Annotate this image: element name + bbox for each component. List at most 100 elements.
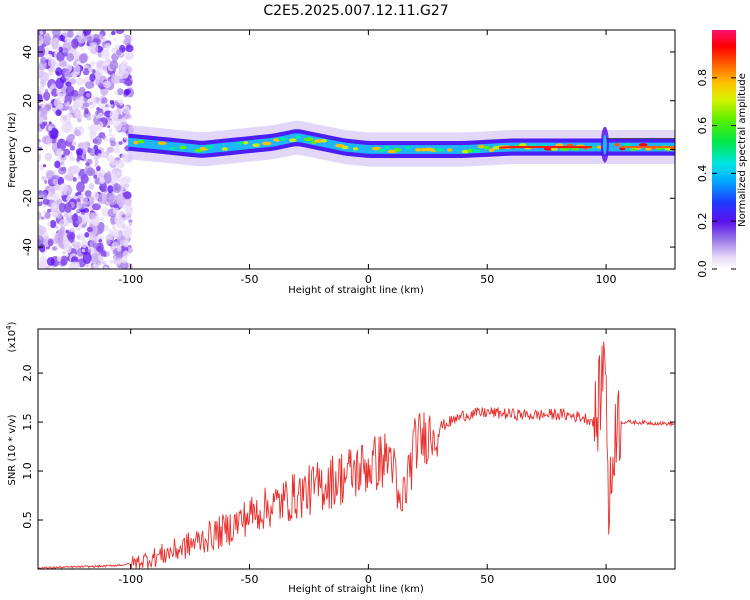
noise-blob	[122, 225, 132, 234]
noise-blob	[116, 171, 122, 176]
noise-blob	[100, 217, 105, 222]
noise-blob	[68, 262, 76, 269]
noise-blob	[103, 224, 109, 232]
noise-blob	[110, 172, 118, 181]
noise-blob	[64, 70, 72, 80]
noise-blob	[80, 192, 84, 198]
noise-blob	[96, 260, 102, 266]
noise-blob	[38, 211, 42, 221]
noise-blob	[100, 235, 104, 240]
y-tick-label: -20	[21, 189, 34, 207]
snr-x-ticks: -100 -50 0 50 100	[118, 329, 617, 586]
x-tick-label: 50	[480, 573, 494, 586]
noise-blob	[49, 219, 57, 229]
noise-blob	[84, 190, 92, 198]
noise-blob	[72, 61, 77, 67]
noise-blob	[64, 240, 71, 248]
noise-blob	[38, 200, 43, 207]
noise-blob	[51, 246, 58, 251]
snr-multiplier-exponent: 4	[5, 325, 13, 330]
noise-blob	[67, 30, 74, 38]
ridge-blob	[645, 147, 652, 151]
ridge-blob	[221, 147, 228, 151]
noise-blob	[93, 174, 98, 179]
noise-blob	[128, 222, 133, 227]
noise-blob	[115, 159, 125, 169]
noise-blob	[118, 177, 129, 186]
y-tick-label: 40	[21, 45, 34, 59]
noise-blob	[121, 47, 126, 53]
noise-blob	[109, 230, 115, 237]
noise-blob	[85, 81, 95, 89]
noise-blob	[56, 89, 61, 96]
noise-blob	[96, 61, 103, 69]
ridge-blob	[623, 142, 632, 147]
noise-blob	[89, 42, 99, 55]
noise-blob	[43, 91, 51, 101]
colorbar-tick-label: 0.8	[696, 69, 709, 87]
noise-blob	[76, 181, 85, 193]
noise-blob	[63, 148, 71, 156]
noise-blob	[44, 153, 52, 162]
ridge-blob	[638, 143, 648, 147]
noise-blob	[112, 223, 116, 228]
noise-blob	[47, 58, 56, 68]
noise-blob	[84, 211, 90, 218]
noise-blob	[84, 232, 90, 238]
noise-blob	[51, 202, 58, 210]
noise-blob	[109, 99, 115, 105]
disturbance-core	[602, 134, 607, 155]
noise-blob	[69, 156, 76, 162]
noise-blob	[94, 177, 101, 185]
ridge-blob	[295, 135, 301, 139]
noise-blob	[66, 134, 75, 143]
noise-blob	[64, 202, 72, 214]
noise-blob	[80, 174, 89, 184]
noise-blob	[67, 233, 75, 243]
noise-blob	[124, 79, 133, 87]
ridge-blob	[519, 143, 527, 147]
noise-blob	[47, 125, 53, 131]
noise-blob	[55, 225, 59, 229]
noise-blob	[125, 88, 131, 95]
colorbar-gradient	[712, 30, 736, 269]
noise-blob	[90, 253, 100, 264]
noise-blob	[55, 67, 63, 77]
noise-blob	[45, 137, 53, 144]
noise-blob	[87, 126, 92, 130]
noise-blob	[41, 107, 48, 116]
noise-blob	[44, 89, 49, 93]
noise-blob	[65, 85, 75, 97]
noise-blob	[48, 50, 53, 55]
x-tick-label: -50	[241, 273, 259, 286]
noise-blob	[89, 148, 97, 157]
noise-blob	[65, 229, 70, 234]
noise-blob	[128, 219, 133, 224]
noise-blob	[42, 198, 50, 205]
noise-blob	[115, 30, 125, 35]
ridge-blob	[321, 138, 328, 143]
noise-blob	[109, 259, 114, 264]
noise-blob	[39, 79, 46, 88]
noise-blob	[85, 92, 91, 98]
spectrogram-y-ticks: 40 20 0 -20 -40	[21, 45, 675, 256]
ridge-blob	[393, 148, 402, 152]
noise-blob	[58, 183, 68, 196]
noise-blob	[105, 235, 110, 239]
figure-title: C2E5.2025.007.12.11.G27	[263, 3, 448, 19]
noise-blob	[60, 255, 68, 266]
noise-blob	[38, 153, 42, 162]
noise-blob	[113, 38, 117, 42]
noise-blob	[53, 98, 60, 108]
x-tick-label: 0	[365, 273, 372, 286]
noise-blob	[74, 97, 84, 108]
ridge-blob	[415, 148, 422, 152]
noise-blob	[121, 256, 128, 264]
x-tick-label: 100	[596, 273, 617, 286]
x-tick-label: -100	[118, 273, 143, 286]
noise-blob	[108, 128, 113, 133]
noise-blob	[117, 230, 124, 237]
noise-blob	[72, 95, 77, 102]
spectrogram-content	[38, 30, 675, 269]
noise-blob	[83, 207, 90, 213]
